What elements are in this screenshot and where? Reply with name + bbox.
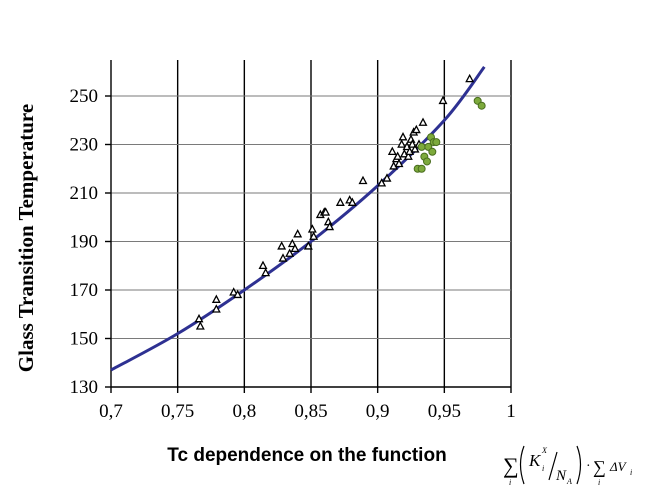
triangle-point (277, 241, 287, 250)
triangle-point (194, 313, 204, 323)
triangle-point (418, 117, 428, 126)
y-tick-label: 170 (70, 280, 99, 301)
sum-sign-2: ∑ (593, 457, 606, 477)
sum-index-1: i (509, 478, 511, 487)
sum-sign-1: ∑ (503, 453, 519, 478)
triangle-point (290, 243, 300, 253)
triangle-point (407, 139, 417, 148)
triangle-point (411, 124, 421, 134)
delta-v-subscript: i (630, 468, 632, 477)
triangle-point (307, 224, 317, 233)
k-symbol: K (528, 451, 542, 470)
x-axis-label: Tc dependence on the function (167, 445, 446, 466)
data-points (194, 73, 486, 330)
sum-index-2: i (598, 478, 600, 487)
triangle-point (377, 178, 387, 187)
y-tick-label: 230 (70, 135, 99, 156)
triangle-point (325, 221, 335, 231)
x-tick-labels: 0,7 0,75 0,8 0,85 0,9 0,95 1 (99, 401, 516, 422)
triangle-point (309, 231, 319, 240)
triangle-point (382, 173, 392, 182)
x-tick-label: 0,9 (366, 401, 390, 422)
triangle-point (211, 294, 221, 303)
y-tick-labels: 130 150 170 190 210 230 250 (70, 86, 99, 398)
x-tick-label: 0,95 (428, 401, 461, 422)
triangle-point (335, 197, 345, 206)
triangle-point (387, 146, 397, 156)
triangle-point (393, 151, 403, 160)
triangle-point (303, 241, 313, 250)
k-subscript: i (542, 464, 544, 473)
y-tick-label: 130 (70, 377, 99, 398)
y-tick-label: 190 (70, 232, 99, 253)
function-formula: ∑ i K X i N A · ∑ i ΔV i (503, 445, 632, 487)
triangle-point (287, 238, 297, 248)
left-paren (519, 445, 525, 485)
triangle-point (229, 287, 239, 296)
triangle-point (278, 253, 288, 262)
y-tick-label: 250 (70, 86, 99, 107)
circle-point (417, 142, 426, 151)
y-axis-label: Glass Transition Temperature (14, 104, 38, 372)
triangle-point (358, 175, 368, 185)
x-tick-label: 1 (506, 401, 516, 422)
k-superscript: X (541, 446, 548, 455)
triangle-point (394, 158, 404, 168)
n-subscript: A (566, 477, 572, 486)
multiply-dot: · (586, 459, 591, 474)
triangle-point (285, 248, 295, 257)
fit-line (110, 66, 486, 372)
circle-point (423, 157, 431, 166)
delta-v-symbol: ΔV (609, 459, 628, 474)
circle-point (428, 147, 437, 156)
triangle-point (258, 260, 268, 270)
triangle-point (347, 197, 357, 206)
triangle-point (195, 321, 205, 330)
right-paren (576, 445, 582, 485)
x-tick-label: 0,85 (294, 401, 327, 422)
triangle-point (410, 144, 420, 153)
circle-point (417, 164, 426, 173)
triangle-point (465, 73, 475, 83)
triangle-point (438, 95, 448, 105)
triangle-point (233, 289, 243, 299)
circle-point (477, 101, 486, 110)
axes (105, 60, 512, 393)
triangle-point (293, 229, 303, 238)
triangle-point (211, 304, 221, 313)
triangle-point (321, 207, 331, 216)
y-tick-label: 150 (70, 329, 99, 350)
x-tick-label: 0,8 (232, 401, 256, 422)
x-tick-label: 0,75 (161, 401, 194, 422)
n-symbol: N (555, 468, 567, 484)
triangle-point (403, 151, 413, 160)
x-tick-label: 0,7 (99, 401, 123, 422)
y-tick-label: 210 (70, 183, 99, 204)
triangle-point (261, 267, 271, 277)
triangle-point (398, 132, 408, 141)
fraction-slash (548, 451, 558, 481)
circle-point (432, 138, 441, 147)
triangle-point (397, 139, 407, 148)
